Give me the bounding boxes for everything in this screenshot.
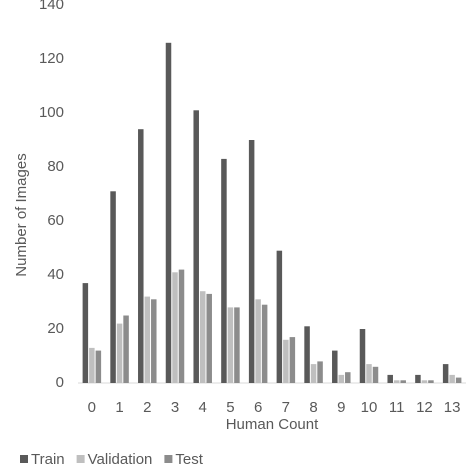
bar: [449, 374, 455, 383]
bar: [421, 380, 428, 383]
x-tick-label: 1: [115, 399, 123, 416]
y-tick-label: 100: [39, 104, 64, 121]
bar: [172, 272, 178, 383]
legend-label: Test: [175, 451, 203, 468]
bar: [151, 299, 157, 383]
x-tick-label: 0: [88, 399, 96, 416]
bar: [283, 339, 289, 383]
x-axis-title: Human Count: [226, 416, 319, 433]
x-tick-label: 5: [226, 399, 234, 416]
bar: [221, 158, 227, 383]
bar: [110, 191, 116, 383]
bar: [206, 293, 212, 383]
y-tick-label: 120: [39, 50, 64, 67]
x-tick-label: 9: [337, 399, 345, 416]
bar: [304, 326, 310, 383]
bar: [338, 374, 345, 383]
bar: [366, 364, 372, 383]
bar: [193, 110, 199, 384]
bar: [178, 269, 185, 383]
bar: [372, 366, 379, 383]
legend-label: Train: [31, 451, 65, 468]
x-tick-label: 4: [199, 399, 207, 416]
x-tick-label: 3: [171, 399, 179, 416]
y-tick-label: 80: [47, 158, 64, 175]
bar: [387, 374, 393, 383]
legend-swatch: [164, 455, 173, 463]
bar: [255, 299, 261, 383]
bar: [415, 374, 421, 383]
bar: [359, 329, 366, 383]
x-tick-label: 8: [309, 399, 317, 416]
bar: [116, 323, 123, 383]
x-tick-label: 12: [416, 399, 433, 416]
bar: [144, 296, 151, 383]
bar: [400, 380, 406, 383]
legend-swatch: [76, 455, 85, 463]
bar: [393, 380, 400, 383]
x-tick-label: 13: [444, 399, 461, 416]
y-tick-label: 20: [47, 320, 64, 337]
legend-label: Validation: [88, 451, 153, 468]
x-tick-label: 11: [389, 399, 405, 416]
y-axis-title: Number of Images: [13, 153, 30, 276]
bar: [442, 364, 449, 383]
bar: [89, 347, 95, 383]
legend-swatch: [20, 455, 28, 463]
bar: [199, 291, 206, 383]
y-tick-label: 0: [56, 374, 64, 391]
x-tick-label: 2: [143, 399, 151, 416]
x-tick-label: 7: [282, 399, 290, 416]
bar: [310, 364, 317, 383]
y-tick-label: 60: [47, 212, 64, 229]
bar: [276, 250, 283, 383]
bar: [138, 129, 144, 383]
bar: [317, 361, 323, 383]
bar: [95, 350, 102, 383]
bar: [82, 283, 89, 383]
bar: [289, 337, 296, 383]
bar: [227, 307, 234, 383]
bar: [165, 42, 172, 384]
x-tick-label: 6: [254, 399, 262, 416]
bar: [345, 372, 351, 383]
y-tick-label: 140: [39, 0, 64, 13]
bar: [248, 140, 255, 383]
bar: [123, 315, 129, 383]
y-tick-label: 40: [47, 266, 64, 283]
bar: [332, 350, 338, 383]
bar: [455, 377, 462, 383]
bar: [234, 307, 240, 383]
bar: [261, 304, 268, 383]
bar: [428, 380, 434, 383]
x-tick-label: 10: [361, 399, 378, 416]
